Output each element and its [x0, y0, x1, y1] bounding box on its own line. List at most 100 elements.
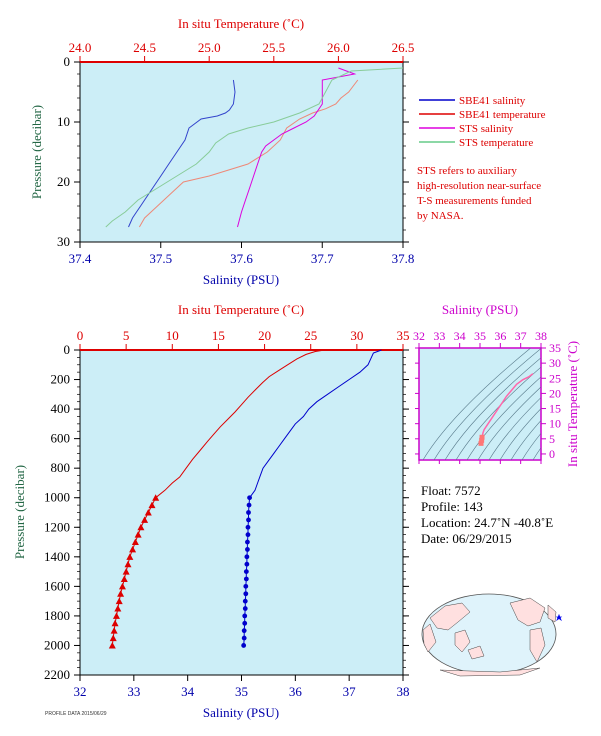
- pressure-tick-label: 2000: [44, 637, 70, 652]
- legend-label-sbe41-temperature: SBE41 temperature: [459, 109, 546, 121]
- temperature-point: [124, 560, 132, 568]
- ts-series-group: [478, 373, 534, 446]
- pressure-tick-label: 2200: [44, 667, 70, 682]
- temperature-point: [141, 516, 149, 523]
- temperature-tick-label: 25.5: [262, 40, 285, 55]
- float-info: Float: 7572 Profile: 143 Location: 24.7˚…: [421, 483, 591, 547]
- temperature-tick-label: 35: [397, 328, 410, 343]
- temperature-tick-label: 30: [350, 328, 363, 343]
- series-line-sts-temperature: [105, 67, 404, 228]
- temperature-point: [148, 501, 156, 509]
- pressure-tick-label: 600: [51, 431, 71, 446]
- top-ticks-group: 37.4 37.5 37.6 37.7 37.8 24.0 24.5 25.0 25.5 26.0…: [57, 40, 414, 266]
- ts-salinity-tick-label: 37: [515, 329, 527, 343]
- temperature-tick-label: 0: [77, 328, 84, 343]
- temperature-point: [152, 494, 160, 501]
- salinity-point: [242, 613, 248, 619]
- ts-temp-axis-title: In situ Temperature (˚C): [565, 341, 580, 467]
- pressure-tick-label: 30: [57, 234, 70, 249]
- ts-temp-tick-label: 5: [549, 432, 555, 446]
- salinity-tick-label: 32: [74, 684, 87, 699]
- series-line-sbe41-salinity: [128, 79, 236, 228]
- temperature-point: [109, 634, 117, 642]
- bottom-ticks-group: 32 33 34 35 36 37 38 0 5 10 15 20 25 30 35 0 200 400 600 80…: [44, 328, 410, 699]
- isopycnal-line: [499, 408, 541, 460]
- temperature-tick-label: 15: [212, 328, 225, 343]
- bottom-plot-area: [79, 349, 404, 676]
- salinity-point: [244, 554, 250, 560]
- salinity-point: [245, 524, 251, 530]
- temperature-tick-label: 10: [166, 328, 179, 343]
- pressure-tick-label: 20: [57, 174, 70, 189]
- ts-point: [479, 434, 485, 440]
- map-south-america: [529, 627, 546, 663]
- float-location: Location: 24.7˚N -40.8˚E: [421, 515, 554, 530]
- salinity-point: [242, 598, 248, 604]
- top-series-group: [105, 67, 404, 228]
- salinity-tick-label: 36: [289, 684, 303, 699]
- bottom-salinity-axis-title: Salinity (PSU): [203, 705, 279, 720]
- sts-note-line-2: high-resolution near-surface: [417, 180, 541, 192]
- pressure-tick-label: 1600: [44, 578, 70, 593]
- salinity-point: [241, 628, 247, 634]
- temperature-point: [117, 590, 125, 597]
- series-line-temperature: [155, 349, 325, 499]
- float-location-star-icon: [555, 613, 563, 622]
- map-north-america: [509, 597, 546, 627]
- temperature-point: [134, 531, 142, 538]
- float-id: Float: 7572: [421, 483, 481, 498]
- salinity-point: [241, 635, 247, 641]
- salinity-tick-label: 37.6: [230, 251, 253, 266]
- profile-date: Date: 06/29/2015: [421, 531, 512, 546]
- salinity-point: [246, 517, 251, 523]
- temperature-point: [110, 627, 118, 634]
- salinity-tick-label: 38: [397, 684, 410, 699]
- map-continents: [422, 597, 557, 677]
- salinity-point: [245, 547, 250, 552]
- series-line-sts-salinity: [237, 67, 357, 228]
- temperature-point: [118, 582, 126, 590]
- pressure-tick-label: 1000: [44, 490, 70, 505]
- sts-note-line-4: by NASA.: [417, 210, 464, 222]
- pressure-tick-label: 1200: [44, 519, 70, 534]
- salinity-point: [242, 620, 248, 626]
- ts-salinity-tick-label: 38: [535, 329, 547, 343]
- sts-note-line-1: STS refers to auxiliary: [417, 165, 517, 177]
- temperature-point: [144, 509, 152, 516]
- ts-temp-tick-label: 25: [549, 371, 561, 385]
- salinity-tick-label: 37.4: [69, 251, 92, 266]
- pressure-tick-label: 800: [51, 460, 71, 475]
- bottom-series-group: [108, 349, 382, 649]
- ts-temp-tick-label: 35: [549, 341, 561, 355]
- temperature-tick-label: 26.0: [327, 40, 350, 55]
- temperature-tick-label: 25.0: [198, 40, 221, 55]
- top-temp-axis-title: In situ Temperature (˚C): [178, 16, 304, 31]
- temperature-point: [108, 641, 116, 649]
- temperature-point: [129, 545, 137, 553]
- bottom-temp-axis-title: In situ Temperature (˚C): [178, 302, 304, 317]
- salinity-tick-label: 37.8: [392, 251, 415, 266]
- map-antarctica: [439, 667, 541, 677]
- isopycnal-line: [422, 348, 532, 460]
- top-pressure-axis-title: Pressure (decibar): [29, 105, 44, 199]
- ts-salinity-axis-title: Salinity (PSU): [442, 302, 518, 317]
- top-plot-area: [79, 61, 404, 243]
- temperature-tick-label: 20: [258, 328, 271, 343]
- salinity-point: [246, 502, 252, 508]
- isopycnal-line: [510, 420, 541, 460]
- isopycnal-line: [521, 432, 541, 460]
- isopycnal-line: [488, 397, 541, 460]
- salinity-point: [245, 532, 251, 538]
- map-australia: [467, 645, 485, 660]
- series-line-sbe41-temperature: [138, 79, 359, 228]
- bottom-profile-panel: 32 33 34 35 36 37 38 0 5 10 15 20 25 30 35 0 200 400 600 80…: [12, 302, 410, 720]
- temperature-tick-label: 25: [304, 328, 317, 343]
- salinity-tick-label: 33: [127, 684, 140, 699]
- temperature-point: [122, 568, 130, 575]
- world-map: [421, 593, 563, 677]
- ts-temp-tick-label: 30: [549, 356, 561, 370]
- temperature-point: [131, 538, 139, 546]
- sts-note-line-3: T-S measurements funded: [417, 195, 532, 207]
